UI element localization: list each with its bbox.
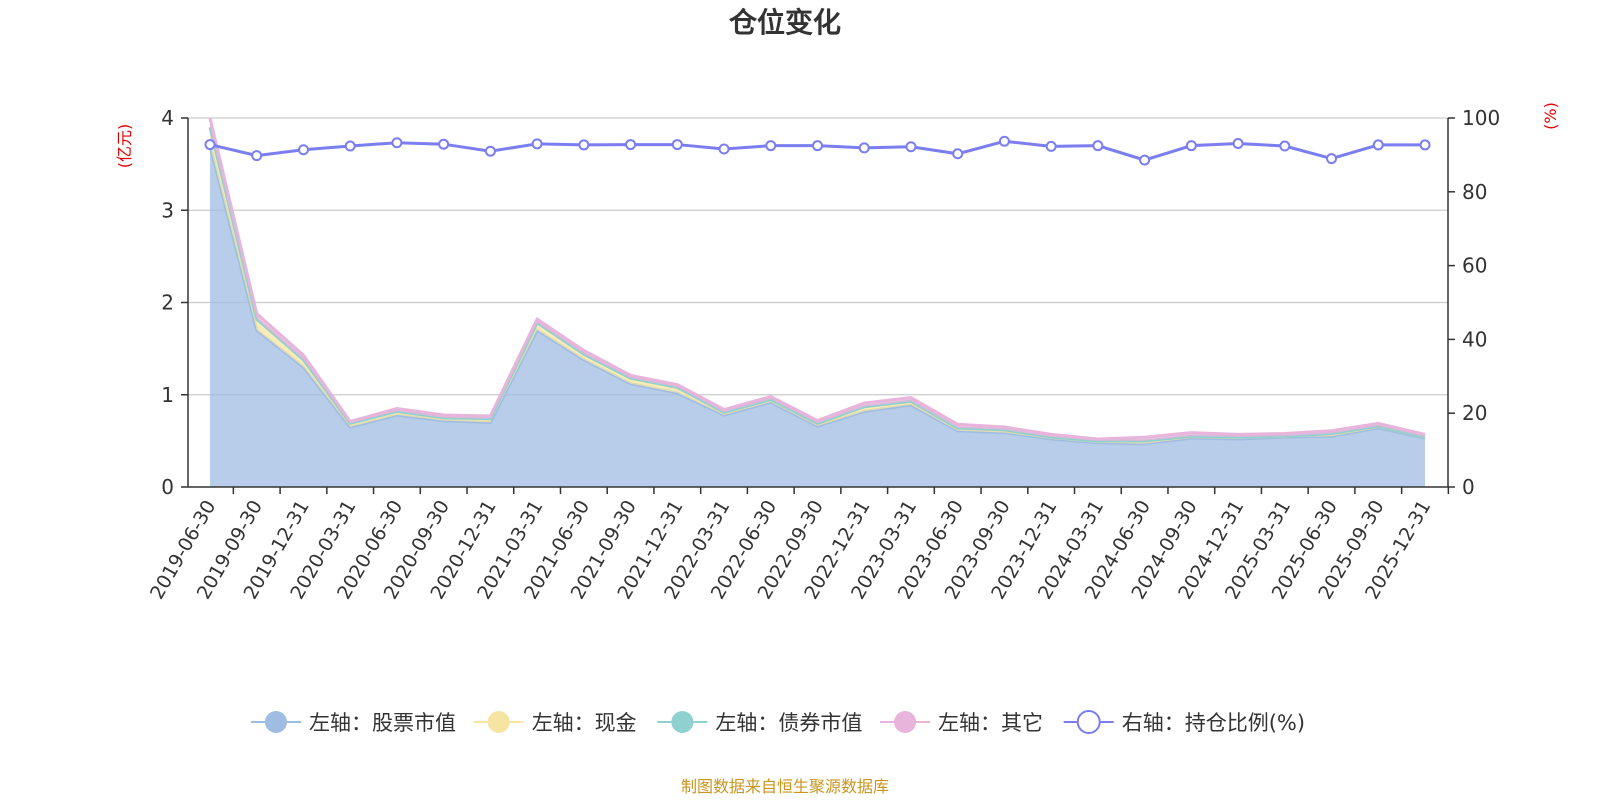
right-axis-unit: (%): [1541, 102, 1560, 130]
legend-item: 左轴：现金: [473, 711, 637, 735]
legend-item: 右轴：持仓比例(%): [1063, 710, 1305, 735]
right-tick-label: 40: [1462, 327, 1487, 351]
ratio-point: [1139, 154, 1151, 166]
left-axis-unit: (亿元): [115, 124, 134, 169]
ratio-point: [1279, 140, 1291, 152]
area-line-左轴：现金: [208, 126, 1426, 443]
ratio-point: [812, 140, 823, 152]
right-tick-label: 100: [1462, 106, 1500, 130]
ratio-point: [531, 138, 543, 150]
legend-item: 左轴：其它: [880, 711, 1043, 735]
area-line-左轴：债券市值: [208, 126, 1426, 443]
area-左轴：债券市值: [210, 127, 1425, 441]
legend-swatch-marker: [894, 711, 917, 733]
ratio-point: [765, 140, 777, 152]
ratio-point: [905, 141, 917, 153]
ratio-point: [1045, 140, 1057, 152]
ratio-point: [625, 139, 637, 151]
ratio-point: [718, 143, 730, 155]
ratio-point: [578, 139, 590, 151]
left-tick-label: 3: [161, 198, 174, 222]
ratio-point: [1092, 140, 1104, 152]
legend-label: 左轴：股票市值: [309, 711, 456, 735]
ratio-series: [204, 135, 1431, 166]
legend-swatch-marker: [1076, 710, 1101, 734]
legend-item: 左轴：债券市值: [657, 711, 862, 735]
ratio-point: [1185, 140, 1197, 152]
ratio-point: [344, 140, 356, 152]
area-左轴：股票市值: [210, 145, 1425, 488]
legend-swatch-marker: [487, 711, 510, 733]
source-note: 制图数据来自恒生聚源数据库: [681, 777, 889, 796]
area-line-左轴：股票市值: [208, 145, 1426, 446]
legend-item: 左轴：股票市值: [250, 711, 456, 735]
area-line-左轴：其它: [208, 117, 1426, 441]
right-tick-label: 60: [1462, 254, 1487, 278]
area-左轴：现金: [210, 127, 1425, 444]
right-tick-label: 80: [1462, 180, 1487, 204]
right-tick-label: 20: [1462, 401, 1487, 425]
legend-swatch-marker: [671, 711, 694, 733]
left-tick-label: 2: [161, 291, 174, 315]
ratio-point: [1326, 153, 1338, 165]
legend-label: 右轴：持仓比例(%): [1122, 711, 1305, 735]
ratio-point: [1232, 137, 1244, 149]
ratio-point: [1419, 139, 1431, 151]
ratio-point: [952, 148, 964, 160]
ratio-point: [998, 135, 1010, 147]
gridlines: [188, 117, 1448, 396]
area-左轴：其它: [210, 118, 1425, 441]
ratio-point: [484, 145, 496, 157]
axes: 012340204060801002019-06-302019-09-30201…: [146, 106, 1500, 603]
ratio-point: [858, 142, 870, 154]
ratio-point: [438, 138, 450, 150]
chart-title: 仓位变化: [729, 6, 841, 39]
left-tick-label: 0: [161, 475, 174, 499]
legend-label: 左轴：其它: [938, 711, 1043, 735]
legend-label: 左轴：债券市值: [715, 711, 862, 735]
ratio-point: [391, 137, 403, 149]
ratio-point: [251, 150, 263, 162]
legend-swatch-marker: [264, 711, 287, 733]
ratio-point: [671, 139, 683, 151]
legend-label: 左轴：现金: [532, 711, 637, 735]
legend: 左轴：股票市值 左轴：现金 左轴：债券市值 左轴：其它 右轴：持仓比例(%): [250, 710, 1305, 735]
right-tick-label: 0: [1462, 475, 1475, 499]
ratio-point: [1372, 139, 1384, 151]
ratio-point: [297, 144, 309, 156]
ratio-point: [204, 139, 216, 151]
left-tick-label: 4: [161, 106, 174, 130]
stacked-areas: [208, 117, 1426, 488]
left-tick-label: 1: [161, 383, 174, 407]
